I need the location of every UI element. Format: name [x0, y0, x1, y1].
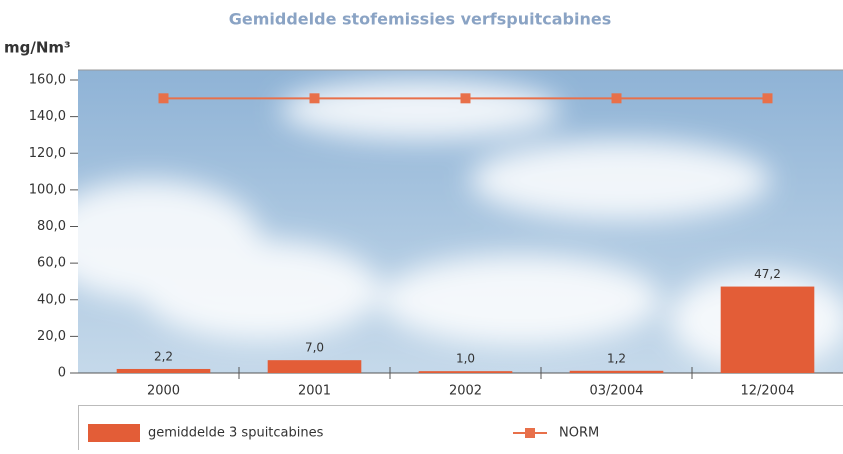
- legend-label: NORM: [559, 426, 599, 441]
- value-label: 1,0: [456, 352, 475, 366]
- marker: [461, 93, 471, 103]
- x-tick-label: 2000: [147, 384, 180, 399]
- value-label: 47,2: [754, 267, 781, 281]
- y-tick-label: 140,0: [29, 109, 66, 124]
- x-tick-label: 2001: [298, 384, 331, 399]
- y-tick-label: 0: [58, 366, 66, 381]
- marker: [159, 93, 169, 103]
- y-tick-label: 100,0: [29, 182, 66, 197]
- bar: [570, 371, 664, 373]
- value-label: 1,2: [607, 351, 626, 365]
- y-axis-label: mg/Nm³: [4, 39, 71, 57]
- legend-label: gemiddelde 3 spuitcabines: [148, 426, 324, 441]
- chart-title: Gemiddelde stofemissies verfspuitcabines: [229, 10, 611, 29]
- bar: [721, 287, 815, 373]
- legend-swatch: [525, 428, 535, 438]
- y-tick-label: 120,0: [29, 146, 66, 161]
- x-tick-label: 03/2004: [589, 384, 643, 399]
- marker: [310, 93, 320, 103]
- y-tick-label: 40,0: [37, 292, 66, 307]
- marker: [612, 93, 622, 103]
- x-tick-label: 2002: [449, 384, 482, 399]
- y-tick-label: 160,0: [29, 73, 66, 88]
- value-label: 2,2: [154, 349, 173, 363]
- y-tick-label: 80,0: [37, 219, 66, 234]
- y-tick-label: 20,0: [37, 329, 66, 344]
- x-tick-label: 12/2004: [740, 384, 794, 399]
- value-label: 7,0: [305, 341, 324, 355]
- bar: [117, 369, 211, 373]
- marker: [763, 93, 773, 103]
- legend-swatch: [88, 424, 140, 442]
- y-tick-label: 60,0: [37, 256, 66, 271]
- bar: [419, 371, 513, 373]
- bar: [268, 360, 362, 373]
